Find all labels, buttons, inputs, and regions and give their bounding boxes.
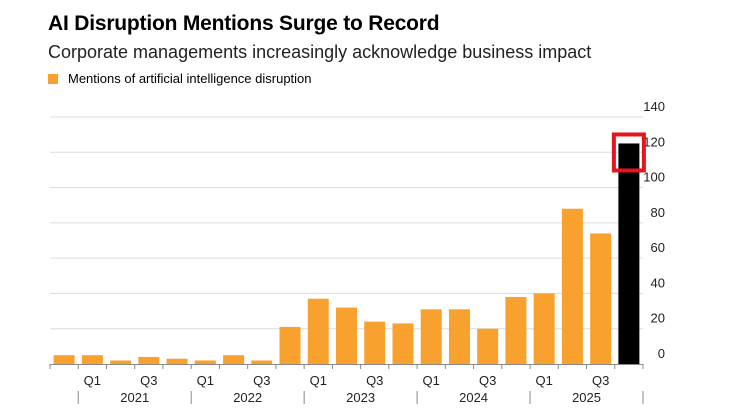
year-label: 2021 xyxy=(120,390,149,405)
highlighted-bar xyxy=(618,143,640,364)
quarter-label: Q3 xyxy=(366,373,383,388)
year-label: 2024 xyxy=(459,390,488,405)
bar xyxy=(477,328,499,364)
quarter-label: Q3 xyxy=(479,373,496,388)
bars xyxy=(53,143,640,364)
legend: Mentions of artificial intelligence disr… xyxy=(48,71,312,86)
chart-subtitle: Corporate managements increasingly ackno… xyxy=(48,42,592,62)
y-tick-label: 120 xyxy=(643,134,665,149)
bar xyxy=(223,355,245,364)
bar xyxy=(307,298,329,364)
y-tick-label: 0 xyxy=(658,346,665,361)
quarter-label: Q1 xyxy=(310,373,327,388)
quarter-label: Q3 xyxy=(253,373,270,388)
bar xyxy=(110,360,132,364)
chart-title: AI Disruption Mentions Surge to Record xyxy=(48,12,440,35)
bar xyxy=(590,233,612,364)
year-label: 2023 xyxy=(346,390,375,405)
year-label: 2025 xyxy=(572,390,601,405)
bar xyxy=(251,360,273,364)
bar xyxy=(336,307,357,364)
y-tick-label: 20 xyxy=(651,311,665,326)
quarter-label: Q1 xyxy=(84,373,101,388)
bar xyxy=(279,326,301,364)
bar xyxy=(448,309,470,364)
y-tick-label: 100 xyxy=(643,170,665,185)
y-axis-ticks: 0 20 40 60 80 100 120 140 xyxy=(643,99,665,361)
bar xyxy=(53,355,75,364)
bar xyxy=(533,293,555,364)
bar xyxy=(138,356,160,364)
bar xyxy=(561,208,583,364)
quarter-label: Q1 xyxy=(535,373,552,388)
year-label: 2022 xyxy=(233,390,262,405)
bar xyxy=(420,309,442,364)
bar xyxy=(166,358,188,364)
y-tick-label: 40 xyxy=(651,275,665,290)
highlight-annotation xyxy=(611,132,646,173)
quarter-label: Q3 xyxy=(140,373,157,388)
x-axis: Q1 Q3 Q1 Q3 Q1 Q3 Q1 Q3 Q1 Q3 2021 2022 2023 2024 2025 xyxy=(49,364,644,405)
legend-label: Mentions of artificial intelligence disr… xyxy=(68,71,312,86)
quarter-label: Q1 xyxy=(197,373,214,388)
bar xyxy=(392,323,414,364)
quarter-label: Q3 xyxy=(592,373,609,388)
y-tick-label: 60 xyxy=(651,240,665,255)
y-tick-label: 140 xyxy=(643,99,665,114)
bar xyxy=(194,360,216,364)
highlight-box xyxy=(611,132,646,173)
y-tick-label: 80 xyxy=(651,205,665,220)
legend-swatch xyxy=(48,73,58,84)
bar xyxy=(364,321,386,364)
quarter-label: Q1 xyxy=(423,373,440,388)
bar xyxy=(81,355,103,364)
bar xyxy=(505,296,527,364)
